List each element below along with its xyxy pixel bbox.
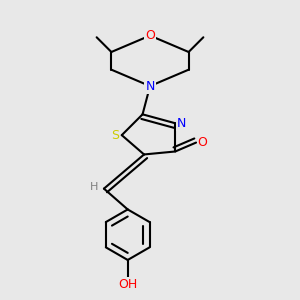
Text: O: O xyxy=(198,136,208,149)
Text: H: H xyxy=(90,182,99,192)
Text: N: N xyxy=(145,80,155,93)
Text: O: O xyxy=(145,29,155,42)
Text: OH: OH xyxy=(118,278,137,291)
Text: S: S xyxy=(111,129,119,142)
Text: N: N xyxy=(176,117,186,130)
